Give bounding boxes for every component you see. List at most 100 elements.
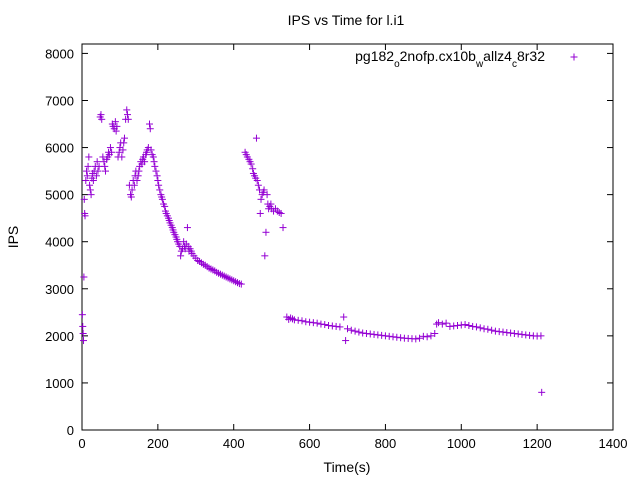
data-point	[476, 324, 484, 332]
chart-title: IPS vs Time for l.i1	[288, 12, 405, 28]
y-tick-label: 8000	[45, 46, 74, 61]
data-point	[261, 252, 269, 260]
y-tick-label: 2000	[45, 329, 74, 344]
data-point	[177, 252, 185, 260]
data-point	[252, 134, 260, 142]
data-point	[472, 323, 480, 331]
data-point	[277, 209, 285, 217]
data-point	[423, 333, 431, 341]
data-point	[155, 181, 163, 189]
data-point	[183, 224, 191, 232]
data-point	[92, 172, 100, 180]
data-point	[84, 162, 92, 170]
data-point	[93, 158, 101, 166]
data-point	[257, 195, 265, 203]
data-point	[161, 202, 169, 210]
y-tick-label: 5000	[45, 188, 74, 203]
data-point	[336, 323, 344, 331]
data-point	[279, 224, 287, 232]
data-point	[80, 337, 88, 345]
y-tick-label: 6000	[45, 141, 74, 156]
data-point	[147, 146, 155, 154]
data-point	[80, 273, 88, 281]
data-point	[128, 186, 136, 194]
data-point	[86, 186, 94, 194]
data-point	[146, 120, 154, 128]
data-point	[133, 177, 141, 185]
data-point	[150, 158, 158, 166]
data-point	[78, 311, 86, 319]
data-point	[83, 167, 91, 175]
data-point	[484, 325, 492, 333]
data-point	[101, 162, 109, 170]
data-point	[465, 321, 473, 329]
data-point	[249, 165, 257, 173]
data-point	[115, 148, 123, 156]
data-point	[85, 153, 93, 161]
y-tick-label: 0	[67, 423, 74, 438]
data-point	[442, 319, 450, 327]
data-point	[431, 330, 439, 337]
data-point	[156, 186, 164, 194]
data-point	[120, 139, 128, 147]
data-point	[86, 181, 94, 189]
data-point	[153, 172, 161, 180]
data-point	[130, 181, 138, 189]
data-point	[124, 111, 132, 119]
data-point	[152, 167, 160, 175]
data-point	[237, 280, 245, 288]
data-point	[98, 115, 106, 123]
data-point	[124, 115, 132, 123]
x-tick-label: 600	[299, 436, 321, 451]
data-point	[321, 321, 329, 329]
data-point	[342, 337, 350, 345]
data-point	[416, 334, 424, 342]
data-point	[253, 177, 261, 185]
data-point	[256, 209, 264, 217]
data-point	[158, 195, 166, 203]
data-point	[83, 172, 91, 180]
data-point	[119, 146, 127, 154]
data-point	[97, 111, 105, 119]
x-tick-label: 200	[147, 436, 169, 451]
data-point	[82, 177, 90, 185]
data-point	[149, 153, 157, 161]
data-point	[263, 191, 271, 199]
y-tick-label: 1000	[45, 376, 74, 391]
legend-marker-plus	[570, 53, 578, 61]
data-point	[347, 326, 355, 334]
data-point	[146, 125, 154, 133]
data-point	[79, 322, 87, 330]
data-point	[81, 212, 89, 220]
data-point	[355, 328, 363, 336]
y-tick-label: 3000	[45, 282, 74, 297]
data-point	[111, 118, 119, 126]
data-point	[461, 321, 469, 329]
data-point	[340, 313, 348, 321]
y-tick-label: 4000	[45, 235, 74, 250]
data-point	[351, 327, 359, 335]
y-axis-label: IPS	[5, 226, 21, 249]
data-point	[344, 325, 351, 333]
y-tick-label: 7000	[45, 93, 74, 108]
data-point	[435, 319, 443, 327]
data-point	[123, 106, 131, 114]
data-point	[127, 193, 135, 201]
data-point	[538, 388, 546, 396]
legend-label: pg182o2nofp.cx10bwallz4c8r32	[355, 48, 545, 70]
data-point	[102, 167, 110, 175]
x-tick-label: 800	[375, 436, 397, 451]
data-point	[113, 122, 121, 130]
data-point	[262, 228, 270, 236]
data-point	[313, 319, 321, 327]
y-axis-ticks: 0 1000 2000 3000 4000 5000 6000 7000 8000	[45, 46, 613, 438]
data-points	[78, 106, 546, 396]
data-point	[108, 148, 116, 156]
data-point	[151, 162, 159, 170]
data-point	[412, 335, 420, 343]
data-point	[267, 200, 275, 208]
x-axis-ticks: 0 200 400 600 800 1000 1200 1400	[78, 44, 627, 451]
data-point	[134, 172, 142, 180]
